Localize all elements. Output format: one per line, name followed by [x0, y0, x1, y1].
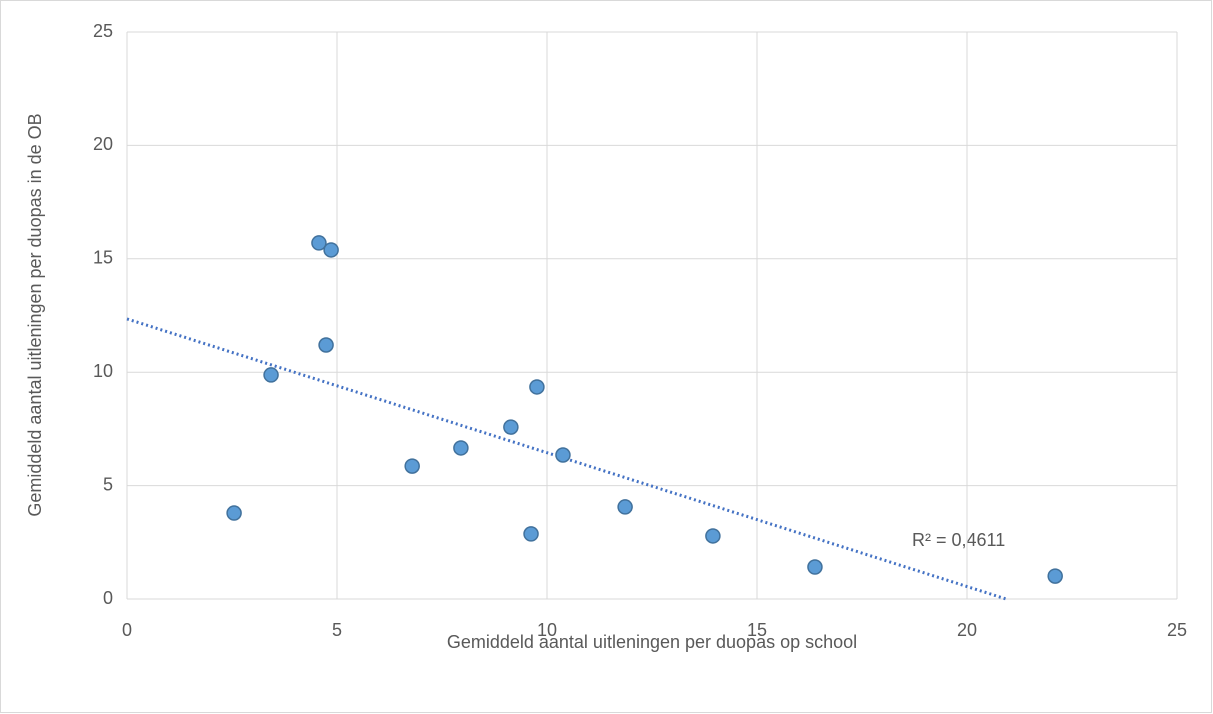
point	[318, 337, 334, 353]
trendline-label: R² = 0,4611	[912, 530, 1005, 550]
point	[226, 505, 242, 521]
y-tick-label: 0	[103, 588, 113, 608]
x-axis-label: Gemiddeld aantal uitleningen per duopas …	[447, 632, 857, 652]
x-tick-label: 0	[122, 620, 132, 640]
y-tick-label: 15	[93, 248, 113, 268]
y-tick-label: 25	[93, 21, 113, 41]
point	[555, 447, 571, 463]
point	[523, 526, 539, 542]
point	[263, 367, 279, 383]
x-tick-label: 20	[957, 620, 977, 640]
point	[617, 499, 633, 515]
point	[807, 559, 823, 575]
point	[323, 242, 339, 258]
y-tick-label: 10	[93, 361, 113, 381]
point	[1047, 568, 1063, 584]
point	[503, 419, 519, 435]
y-axis-label: Gemiddeld aantal uitleningen per duopas …	[25, 113, 45, 516]
point	[529, 379, 545, 395]
point	[453, 440, 469, 456]
y-tick-label: 5	[103, 474, 113, 494]
y-tick-label: 20	[93, 134, 113, 154]
x-tick-label: 5	[332, 620, 342, 640]
x-tick-label: 15	[747, 620, 767, 640]
point	[404, 458, 420, 474]
point	[705, 528, 721, 544]
point	[311, 235, 327, 251]
x-tick-label: 25	[1167, 620, 1187, 640]
x-tick-label: 10	[537, 620, 557, 640]
